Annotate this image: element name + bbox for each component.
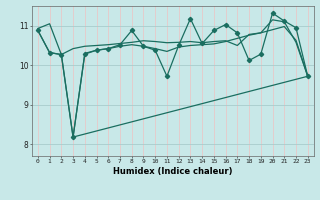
X-axis label: Humidex (Indice chaleur): Humidex (Indice chaleur)	[113, 167, 233, 176]
